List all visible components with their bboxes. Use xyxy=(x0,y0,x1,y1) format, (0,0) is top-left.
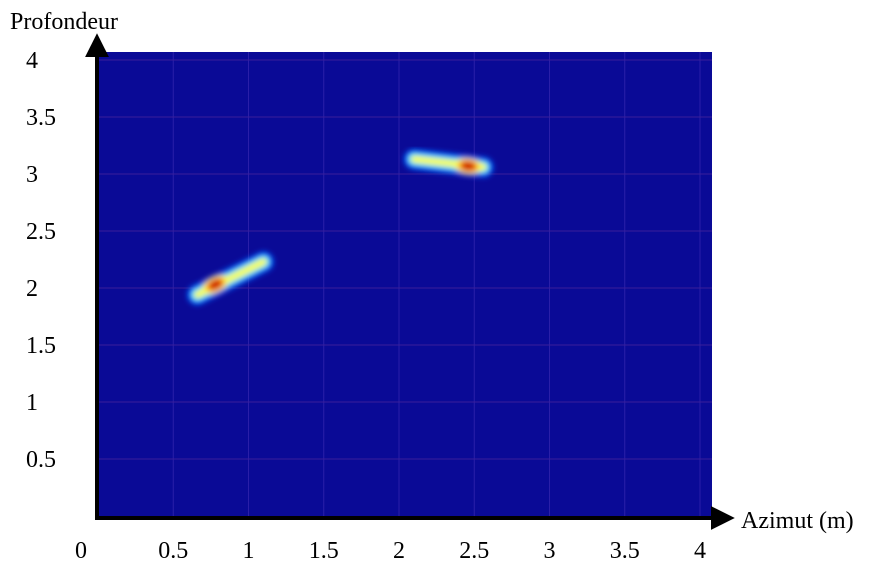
y-tick-label: 0.5 xyxy=(26,447,56,473)
plot-area xyxy=(98,52,712,516)
y-tick-label: 2 xyxy=(26,276,38,302)
x-tick-label: 3.5 xyxy=(610,538,640,564)
x-axis-label: Azimut (m) xyxy=(741,508,854,534)
x-tick-label: 1.5 xyxy=(309,538,339,564)
x-tick-label: 3 xyxy=(544,538,556,564)
x-tick-label: 2.5 xyxy=(459,538,489,564)
y-tick-label: 4 xyxy=(26,48,38,74)
y-tick-label: 3.5 xyxy=(26,105,56,131)
y-tick-label: 1 xyxy=(26,390,38,416)
y-tick-label: 2.5 xyxy=(26,219,56,245)
x-tick-label: 0 xyxy=(75,538,87,564)
hotspot-layer xyxy=(187,149,494,305)
y-tick-labels: 0.5 1 1.5 2 2.5 3 3.5 4 xyxy=(26,48,56,473)
x-tick-label: 2 xyxy=(393,538,405,564)
x-tick-label: 1 xyxy=(243,538,255,564)
y-tick-label: 1.5 xyxy=(26,333,56,359)
hotspot-1 xyxy=(187,251,274,305)
x-tick-label: 0.5 xyxy=(158,538,188,564)
x-tick-labels: 0 0.5 1 1.5 2 2.5 3 3.5 4 xyxy=(75,538,706,564)
hotspot-2 xyxy=(404,149,494,178)
y-axis-label: Profondeur xyxy=(10,9,118,35)
y-tick-label: 3 xyxy=(26,162,38,188)
x-tick-label: 4 xyxy=(694,538,706,564)
